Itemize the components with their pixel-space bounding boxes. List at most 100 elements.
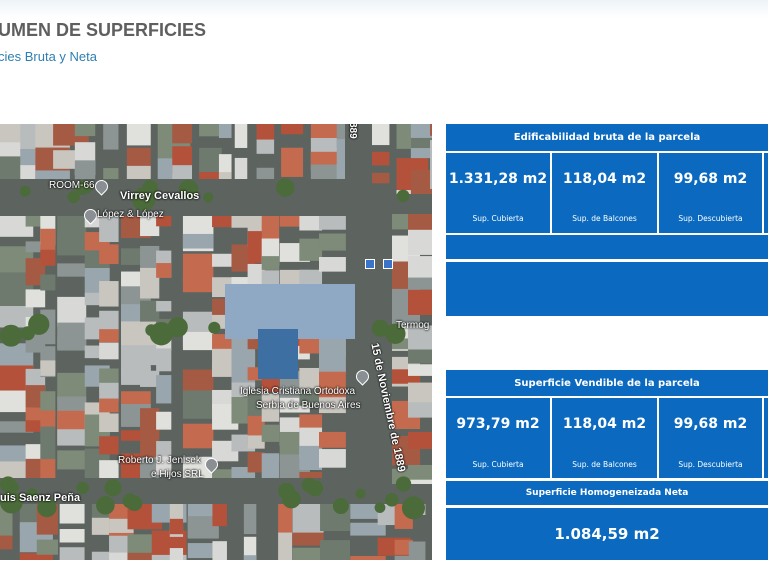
map-tile [0, 306, 34, 328]
map-tree [203, 192, 214, 203]
map-tree [96, 495, 115, 515]
map-tile [281, 124, 304, 135]
map-tile [199, 172, 222, 179]
map-tile [57, 263, 87, 277]
map-tile [408, 541, 426, 560]
map-tree [25, 488, 39, 502]
map-tile [247, 390, 265, 424]
satellite-map[interactable]: Virrey Cevallos 15 de Noviembre de 1889 … [0, 124, 432, 560]
map-tile [59, 547, 85, 560]
map-tile [212, 504, 227, 527]
street-1889-top: 889 [347, 124, 358, 139]
bruta-title: Edificabilidad bruta de la parcela [446, 124, 768, 151]
map-tile [231, 216, 256, 228]
map-tree [385, 323, 406, 344]
map-tile [430, 124, 432, 136]
map-tile [292, 532, 324, 546]
map-tile [261, 256, 280, 270]
map-tile [57, 296, 87, 327]
map-tile [256, 124, 275, 142]
map-tree [37, 497, 57, 518]
map-tile [408, 558, 426, 560]
map-tree [385, 493, 399, 507]
map-imagery [0, 124, 432, 560]
map-tile [261, 424, 280, 442]
map-tile [299, 445, 323, 470]
map-tile [319, 431, 346, 448]
map-tile [243, 504, 257, 535]
map-tile [140, 300, 160, 326]
map-tile [182, 423, 214, 449]
map-tile [218, 124, 232, 139]
map-tile [408, 325, 432, 357]
map-tile [408, 289, 432, 315]
bus-stop-icon[interactable] [365, 259, 375, 269]
map-tile [40, 274, 56, 291]
bus-stop-icon[interactable] [383, 259, 393, 269]
top-gradient [0, 0, 768, 18]
map-tile [103, 168, 119, 179]
map-tile [292, 547, 324, 560]
page-title: UMEN DE SUPERFICIES [0, 20, 207, 40]
map-tile [140, 345, 160, 366]
map-tile [408, 349, 432, 364]
bruta-label: Sup. Cubierta [472, 214, 524, 223]
place-lopez-lopez[interactable]: López & López [97, 209, 164, 220]
map-tile [392, 338, 421, 350]
map-tile [156, 411, 172, 430]
map-tree [396, 189, 410, 203]
map-tile [103, 124, 119, 140]
place-iglesia-1[interactable]: Iglesia Cristiana Ortodoxa [240, 386, 356, 397]
map-tree [395, 476, 412, 492]
map-tile [212, 541, 227, 560]
map-tile [99, 216, 119, 243]
map-tree [306, 480, 324, 497]
bruta-cell-extra [764, 153, 768, 233]
map-tile [187, 543, 219, 559]
street-luis-saenz-pena: uis Saenz Peña [0, 492, 81, 504]
map-tile [57, 450, 87, 470]
map-tile [25, 420, 46, 432]
place-jenisek-1[interactable]: Roberto J. Jenisek [118, 455, 201, 466]
map-tile [234, 171, 248, 179]
map-tile [156, 375, 172, 404]
map-tile [57, 429, 87, 446]
map-tree [131, 187, 156, 211]
map-tile [336, 164, 345, 179]
map-tile [278, 532, 293, 560]
place-jenisek-2[interactable]: e Hijos SRL [151, 469, 204, 480]
map-tile [0, 156, 24, 179]
place-termog[interactable]: Termog [396, 320, 430, 331]
place-room-66[interactable]: ROOM-66 [49, 180, 95, 191]
map-tile [0, 461, 34, 478]
map-tile [408, 431, 432, 450]
page-subtitle: cies Bruta y Neta [0, 49, 97, 64]
map-tree [126, 495, 143, 512]
map-tree [275, 178, 295, 197]
map-tile [187, 516, 219, 539]
map-tile [408, 464, 432, 484]
map-tree [76, 481, 89, 495]
map-tile [372, 151, 390, 166]
map-tile [199, 124, 222, 137]
map-tile [140, 457, 160, 478]
map-tile [256, 167, 275, 179]
homog-value: 1.084,59 m2 [446, 508, 768, 560]
bruta-label: Sup. de Balcones [572, 214, 637, 223]
map-tile [140, 216, 160, 237]
map-tile [99, 382, 119, 402]
map-tile [299, 238, 323, 261]
map-tile [156, 301, 172, 312]
map-tile [0, 421, 34, 433]
map-tile [234, 157, 248, 172]
map-tree [28, 313, 50, 335]
map-tile [59, 504, 85, 524]
map-tile [109, 552, 134, 560]
map-tile [430, 160, 432, 189]
map-tile [299, 216, 323, 231]
place-iglesia-2[interactable]: Serbia de Buenos Aires [256, 400, 361, 411]
map-tile [103, 138, 119, 150]
map-tile [57, 336, 87, 351]
map-tree [19, 185, 31, 197]
map-tile [319, 397, 346, 414]
